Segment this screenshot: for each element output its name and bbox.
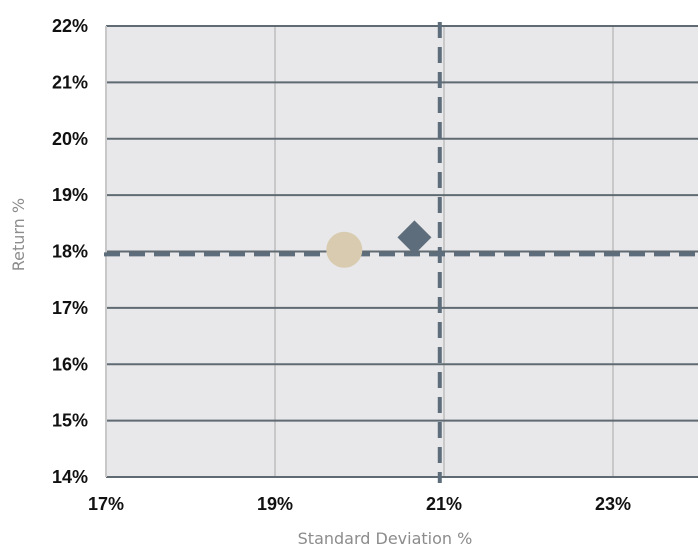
y-tick-label: 14% <box>52 467 88 487</box>
x-tick-label: 17% <box>88 494 124 514</box>
y-tick-label: 17% <box>52 298 88 318</box>
y-gridlines <box>105 25 698 478</box>
y-tick-label: 21% <box>52 72 88 92</box>
x-axis-ticks: 17% 19% 21% 23% <box>88 494 631 514</box>
y-tick-label: 18% <box>52 242 88 262</box>
reference-lines <box>104 22 698 483</box>
y-tick-label: 19% <box>52 185 88 205</box>
x-tick-label: 19% <box>257 494 293 514</box>
scatter-point-circle <box>326 231 363 268</box>
x-tick-label: 23% <box>595 494 631 514</box>
x-axis-title: Standard Deviation % <box>298 529 473 548</box>
data-points <box>326 220 432 268</box>
x-tick-label: 21% <box>426 494 462 514</box>
y-tick-label: 15% <box>52 411 88 431</box>
y-tick-label: 16% <box>52 354 88 374</box>
y-axis-title: Return % <box>9 198 28 271</box>
y-tick-label: 22% <box>52 16 88 36</box>
y-tick-label: 20% <box>52 129 88 149</box>
scatter-point-diamond <box>397 220 432 255</box>
y-axis-ticks: 14% 15% 16% 17% 18% 19% 20% 21% 22% <box>52 16 88 487</box>
